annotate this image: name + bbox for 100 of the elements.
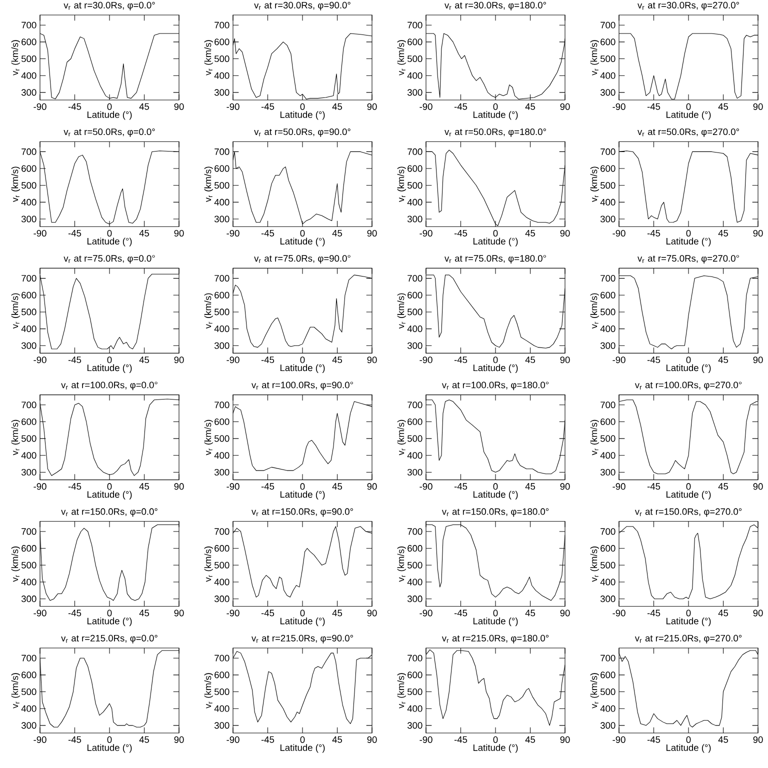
x-tick-label: -90 <box>612 356 626 364</box>
y-tick-label: 700 <box>600 528 616 535</box>
y-tick-label: 500 <box>22 562 36 568</box>
y-tick-label: 500 <box>600 182 616 189</box>
x-tick-label: 45 <box>718 610 728 616</box>
chart-title: v$_{r}$ at r=30.0Rs, φ=90.0° <box>254 2 350 10</box>
chart-title: v$_{r}$ at r=100.0Rs, φ=270.0° <box>634 382 742 390</box>
x-tick-label: 90 <box>367 610 377 616</box>
x-tick-label: -45 <box>647 483 660 490</box>
x-tick-label: -90 <box>226 610 240 616</box>
x-tick-label: 45 <box>139 610 150 616</box>
x-axis-title: Latitude (°) <box>280 364 325 373</box>
y-tick-label: 500 <box>214 562 230 568</box>
y-tick-label: 500 <box>600 308 616 316</box>
y-tick-label: 300 <box>214 216 230 222</box>
x-tick-label: -45 <box>68 736 82 743</box>
x-tick-label: -90 <box>612 736 626 743</box>
chart-title: v$_{r}$ at r=50.0Rs, φ=270.0° <box>638 128 739 137</box>
x-tick-label: 0 <box>493 736 498 743</box>
y-tick-label: 300 <box>21 596 36 602</box>
x-tick-label: -90 <box>226 356 240 364</box>
y-tick-label: 400 <box>407 452 422 459</box>
x-tick-label: -90 <box>612 230 626 237</box>
x-axis-title: Latitude (°) <box>87 111 132 120</box>
x-tick-label: 45 <box>139 230 150 236</box>
chart-title: v$_{r}$ at r=50.0Rs, φ=90.0° <box>254 128 350 137</box>
x-tick-label: 0 <box>493 356 498 364</box>
y-tick-label: 700 <box>408 528 422 535</box>
x-axis-title: Latitude (°) <box>473 618 518 626</box>
y-tick-label: 700 <box>600 654 616 662</box>
y-tick-label: 600 <box>214 672 230 678</box>
x-tick-label: -90 <box>420 356 432 364</box>
y-tick-label: 300 <box>214 596 230 602</box>
x-tick-label: -45 <box>68 103 82 110</box>
x-tick-label: -45 <box>261 483 274 490</box>
x-tick-label: -45 <box>68 230 82 236</box>
x-tick-label: 45 <box>332 483 342 490</box>
y-tick-label: 400 <box>407 705 422 712</box>
x-tick-label: 0 <box>300 356 305 364</box>
chart-title: v$_{r}$ at r=75.0Rs, φ=270.0° <box>638 255 739 264</box>
x-tick-label: 90 <box>753 230 763 237</box>
y-tick-label: 700 <box>214 148 230 155</box>
x-tick-label: -90 <box>420 736 432 743</box>
y-tick-label: 500 <box>214 182 230 189</box>
x-tick-label: -90 <box>34 230 46 237</box>
y-tick-label: 300 <box>407 596 422 602</box>
x-tick-label: 0 <box>107 356 112 364</box>
x-tick-label: 0 <box>686 736 691 743</box>
x-tick-label: 90 <box>174 356 184 364</box>
x-tick-label: 90 <box>174 483 184 490</box>
x-tick-label: -90 <box>34 356 46 364</box>
chart-title: v$_{r}$ at r=215.0Rs, φ=180.0° <box>442 634 549 644</box>
y-axis-title: v$_{r}$ (km/s) <box>397 420 406 456</box>
y-tick-label: 600 <box>600 545 616 552</box>
y-tick-label: 300 <box>21 89 36 96</box>
x-tick-label: -45 <box>647 610 660 616</box>
x-tick-label: 45 <box>332 736 342 743</box>
y-tick-label: 700 <box>22 148 36 155</box>
y-tick-label: 500 <box>408 562 422 568</box>
y-tick-label: 300 <box>21 216 36 222</box>
x-tick-label: 45 <box>139 736 150 743</box>
y-tick-label: 600 <box>600 165 616 172</box>
y-tick-label: 600 <box>22 418 36 426</box>
y-tick-label: 700 <box>408 654 422 662</box>
y-tick-label: 300 <box>214 722 230 729</box>
x-tick-label: 90 <box>560 230 570 237</box>
y-tick-label: 700 <box>22 528 36 535</box>
x-tick-label: -90 <box>34 736 46 743</box>
y-tick-label: 500 <box>22 55 36 62</box>
y-tick-label: 300 <box>407 216 422 222</box>
y-axis-title: v$_{r}$ (km/s) <box>204 420 213 456</box>
y-tick-label: 700 <box>408 148 422 155</box>
y-tick-label: 300 <box>600 342 616 349</box>
x-tick-label: 0 <box>300 230 305 237</box>
x-axis-title: Latitude (°) <box>280 238 325 246</box>
x-tick-label: 90 <box>560 736 570 743</box>
x-tick-label: 90 <box>753 356 763 364</box>
x-tick-label: -45 <box>647 736 660 743</box>
chart-title: v$_{r}$ at r=100.0Rs, φ=0.0° <box>61 382 158 390</box>
x-tick-label: -45 <box>261 103 274 110</box>
x-axis-title: Latitude (°) <box>87 744 132 753</box>
x-tick-label: 0 <box>686 610 691 616</box>
x-tick-label: 45 <box>525 103 536 110</box>
x-axis-title: Latitude (°) <box>280 744 325 753</box>
y-tick-label: 300 <box>407 89 422 96</box>
x-tick-label: -90 <box>612 103 626 110</box>
y-tick-label: 700 <box>600 402 616 408</box>
x-tick-label: 90 <box>174 103 184 110</box>
x-tick-label: -45 <box>261 610 274 616</box>
x-tick-label: -90 <box>34 610 46 616</box>
y-tick-label: 700 <box>600 275 616 282</box>
y-axis-title: v$_{r}$ (km/s) <box>397 546 406 582</box>
y-tick-label: 600 <box>408 292 422 298</box>
y-tick-label: 600 <box>214 418 230 426</box>
x-axis-title: Latitude (°) <box>666 111 711 120</box>
x-tick-label: 0 <box>107 103 112 110</box>
y-tick-label: 700 <box>22 22 36 28</box>
y-tick-label: 500 <box>22 308 36 316</box>
y-tick-label: 400 <box>600 198 616 206</box>
x-tick-label: 0 <box>300 483 305 490</box>
